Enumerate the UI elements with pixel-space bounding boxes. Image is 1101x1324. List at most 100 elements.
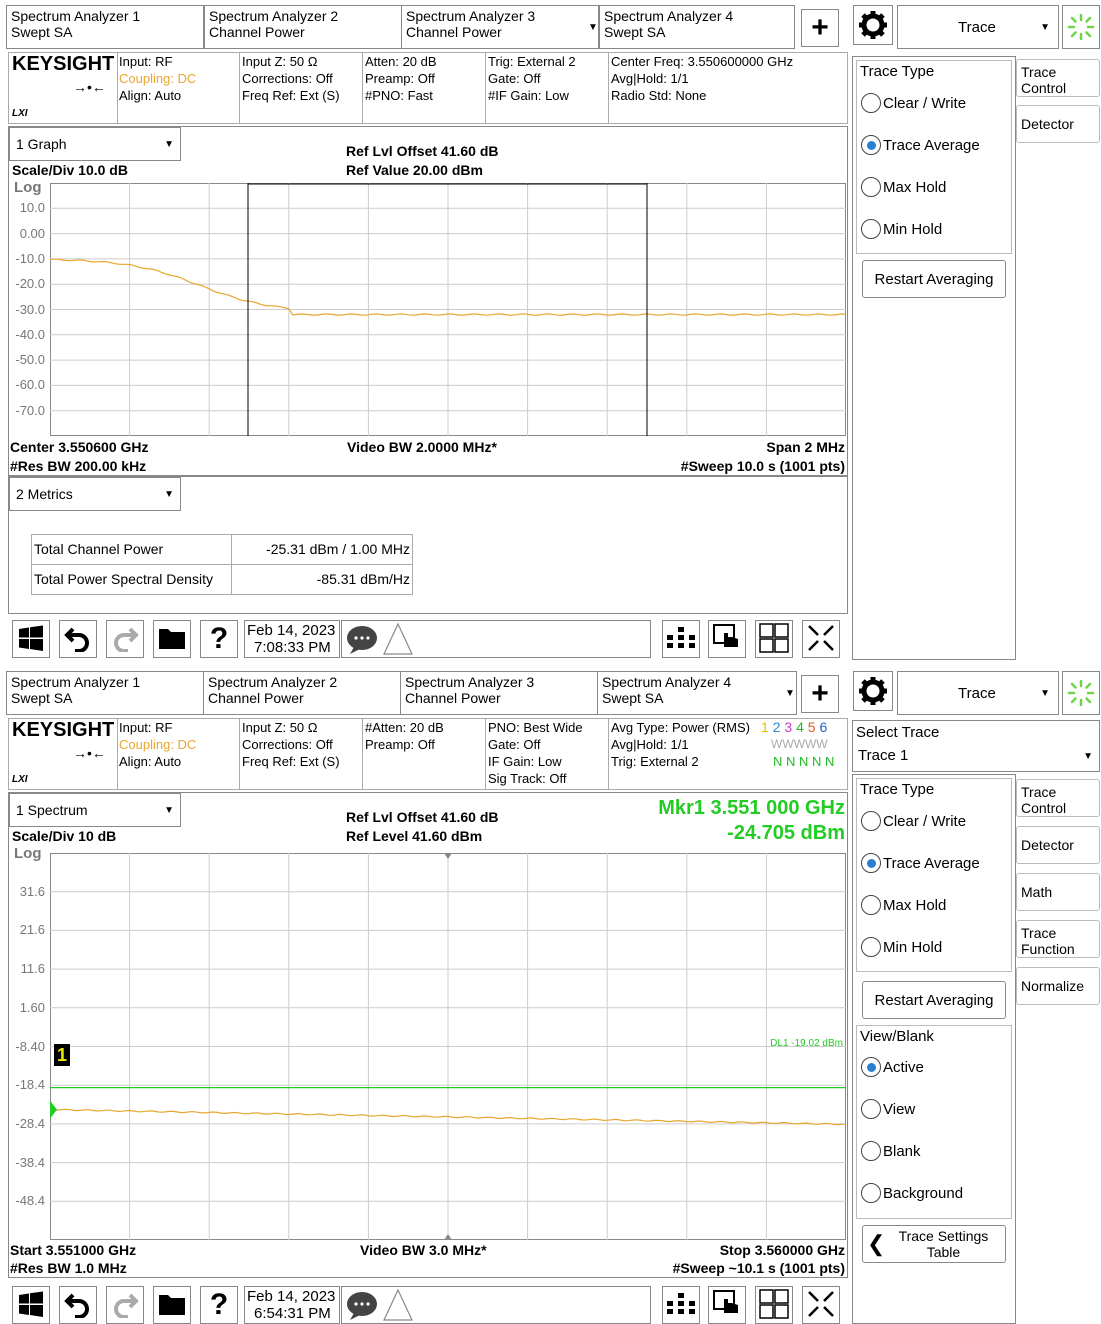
y-tick-label: 10.0 <box>19 200 45 216</box>
radio-blank[interactable]: Blank <box>861 1141 921 1161</box>
add-tab-button[interactable]: + <box>801 675 839 713</box>
window-layout-button[interactable] <box>755 620 793 658</box>
math-button[interactable]: Math <box>1016 873 1100 911</box>
y-tick-label: -70.0 <box>15 402 45 418</box>
trace-control-button[interactable]: Trace Control <box>1016 59 1100 97</box>
info-divider <box>117 719 118 789</box>
radio-circle-icon <box>861 177 881 197</box>
radio-min-hold[interactable]: Min Hold <box>861 219 942 239</box>
radio-view[interactable]: View <box>861 1099 915 1119</box>
tabs-dropdown-arrow-icon[interactable]: ▼ <box>588 22 598 33</box>
radio-max-hold[interactable]: Max Hold <box>861 895 946 915</box>
menu-select-dropdown[interactable]: Trace ▼ <box>897 671 1059 715</box>
tab-spectrum-analyzer-1[interactable]: Spectrum Analyzer 1 Swept SA <box>6 671 204 715</box>
fullscreen-button[interactable] <box>802 620 840 658</box>
metrics-select-dropdown[interactable]: 2 Metrics ▼ <box>9 477 181 511</box>
radio-trace-average[interactable]: Trace Average <box>861 135 980 155</box>
help-button[interactable]: ? <box>200 1286 238 1324</box>
restart-averaging-button[interactable]: Restart Averaging <box>862 981 1006 1019</box>
touch-button[interactable] <box>708 620 746 658</box>
tab-spectrum-analyzer-1[interactable]: Spectrum Analyzer 1 Swept SA <box>6 5 204 49</box>
metric-value: -25.31 dBm / 1.00 MHz <box>266 541 410 557</box>
tab-subtitle: Swept SA <box>602 690 664 706</box>
radio-clear-write[interactable]: Clear / Write <box>861 811 966 831</box>
softkey-panel: Trace Type Clear / Write Trace Average M… <box>852 774 1016 1324</box>
radio-min-hold[interactable]: Min Hold <box>861 937 942 957</box>
radio-label: Blank <box>883 1142 921 1160</box>
radio-active[interactable]: Active <box>861 1057 924 1077</box>
tabs-dropdown-arrow-icon[interactable]: ▼ <box>785 688 795 699</box>
trace-control-button[interactable]: Trace Control <box>1016 779 1100 817</box>
ref-value-label: Ref Value 20.00 dBm <box>346 162 483 178</box>
trace-num: 1 <box>761 719 769 735</box>
tab-spectrum-analyzer-3[interactable]: Spectrum Analyzer 3 Channel Power <box>401 5 599 49</box>
keypad-button[interactable] <box>662 1286 700 1324</box>
radio-circle-icon <box>861 93 881 113</box>
undo-button[interactable] <box>59 620 97 658</box>
gear-icon <box>859 677 887 705</box>
detector-button[interactable]: Detector <box>1016 826 1100 864</box>
chevron-left-icon: ❮ <box>867 1231 886 1256</box>
marker-1-label[interactable]: 1 <box>54 1044 71 1066</box>
undo-button[interactable] <box>59 1286 97 1324</box>
add-tab-button[interactable]: + <box>801 9 839 47</box>
folder-button[interactable] <box>153 620 191 658</box>
window-layout-icon <box>759 1288 789 1322</box>
tab-spectrum-analyzer-4[interactable]: Spectrum Analyzer 4 Swept SA <box>599 5 795 49</box>
trace-numbers: 1 2 3 4 5 6 <box>761 719 834 736</box>
restart-averaging-button[interactable]: Restart Averaging <box>862 260 1006 298</box>
corrections-info: Corrections: Off <box>242 737 333 752</box>
atten-info: #Atten: 20 dB <box>365 720 444 735</box>
fullscreen-button[interactable] <box>802 1286 840 1324</box>
tab-spectrum-analyzer-4[interactable]: Spectrum Analyzer 4 Swept SA <box>597 671 797 715</box>
info-bar: KEYSIGHT →•← LXI Input: RF Coupling: DC … <box>8 52 848 124</box>
folder-icon <box>158 1292 186 1319</box>
trace-function-button[interactable]: Trace Function <box>1016 920 1100 958</box>
tab-subtitle: Swept SA <box>604 24 666 40</box>
keysight-logo: KEYSIGHT <box>12 719 115 741</box>
message-icon <box>347 622 413 655</box>
tab-spectrum-analyzer-2[interactable]: Spectrum Analyzer 2 Channel Power <box>203 671 401 715</box>
normalize-button[interactable]: Normalize <box>1016 967 1100 1005</box>
radio-clear-write[interactable]: Clear / Write <box>861 93 966 113</box>
window-layout-button[interactable] <box>755 1286 793 1324</box>
video-bw-label: Video BW 2.0000 MHz* <box>347 439 497 455</box>
settings-button[interactable] <box>853 671 893 711</box>
info-divider <box>485 719 486 789</box>
view-select-dropdown[interactable]: 1 Spectrum ▼ <box>9 793 181 827</box>
windows-icon <box>18 625 44 654</box>
keypad-button[interactable] <box>662 620 700 658</box>
tab-spectrum-analyzer-2[interactable]: Spectrum Analyzer 2 Channel Power <box>204 5 402 49</box>
radio-label: Background <box>883 1184 964 1202</box>
radio-max-hold[interactable]: Max Hold <box>861 177 946 197</box>
chevron-down-icon: ▼ <box>1040 21 1050 33</box>
date-label: Feb 14, 2023 <box>247 1288 336 1305</box>
busy-indicator <box>1062 671 1100 715</box>
folder-button[interactable] <box>153 1286 191 1324</box>
select-trace-dropdown[interactable]: Select Trace Trace 1 ▼ <box>852 720 1100 772</box>
settings-button[interactable] <box>853 5 893 45</box>
help-button[interactable]: ? <box>200 620 238 658</box>
radio-background[interactable]: Background <box>861 1183 963 1203</box>
view-select-dropdown[interactable]: 1 Graph ▼ <box>9 127 181 161</box>
tab-spectrum-analyzer-3[interactable]: Spectrum Analyzer 3 Channel Power <box>400 671 598 715</box>
radio-trace-average[interactable]: Trace Average <box>861 853 980 873</box>
message-button[interactable] <box>341 620 651 658</box>
message-button[interactable] <box>341 1286 651 1324</box>
spinner-icon <box>1067 679 1095 707</box>
windows-button[interactable] <box>12 620 50 658</box>
info-divider <box>239 53 240 123</box>
avg-hold-info: Avg|Hold: 1/1 <box>611 71 689 86</box>
info-col-5: Avg Type: Power (RMS) Avg|Hold: 1/1 Trig… <box>611 719 750 770</box>
y-tick-label: 31.6 <box>19 883 45 899</box>
redo-button[interactable] <box>106 1286 144 1324</box>
trace-settings-table-button[interactable]: ❮ Trace Settings Table <box>862 1225 1006 1263</box>
coupling-info: Coupling: DC <box>119 737 197 752</box>
avg-hold-info: Avg|Hold: 1/1 <box>611 737 689 752</box>
menu-select-dropdown[interactable]: Trace ▼ <box>897 5 1059 49</box>
touch-button[interactable] <box>708 1286 746 1324</box>
windows-button[interactable] <box>12 1286 50 1324</box>
y-tick-label: -28.4 <box>15 1115 45 1131</box>
redo-button[interactable] <box>106 620 144 658</box>
detector-button[interactable]: Detector <box>1016 105 1100 143</box>
